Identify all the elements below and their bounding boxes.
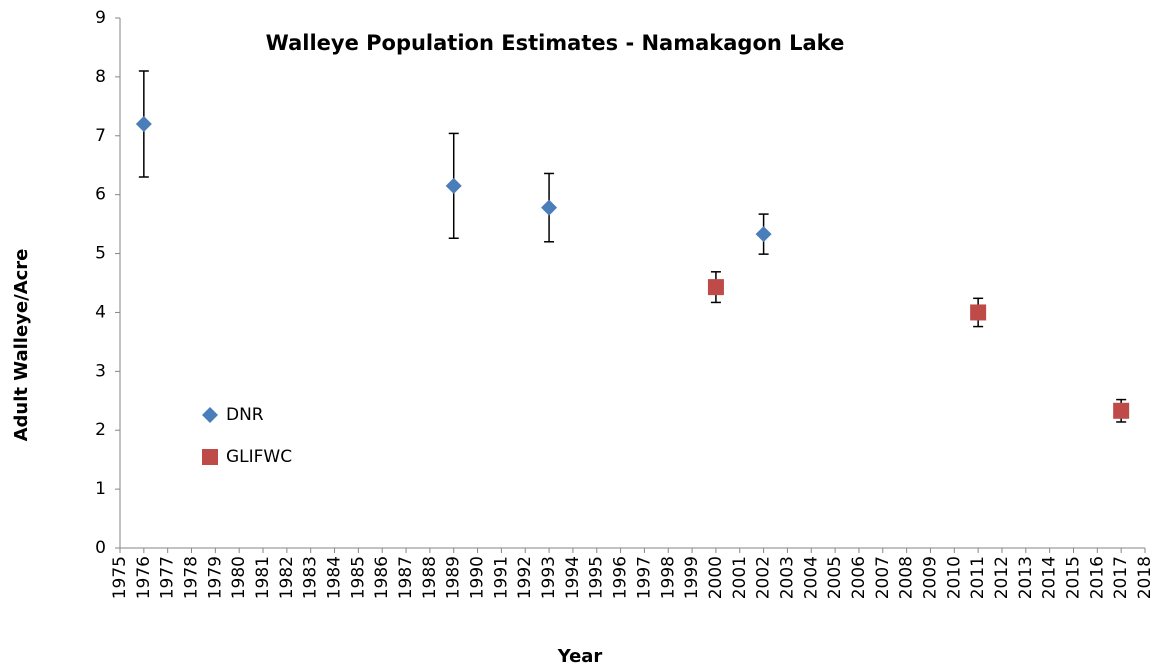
x-tick-label: 1989 — [444, 556, 464, 599]
y-tick-label: 7 — [95, 126, 106, 146]
y-tick-label: 6 — [95, 185, 106, 205]
x-axis-title: Year — [557, 646, 603, 667]
x-tick-label: 1986 — [372, 556, 392, 599]
x-tick-label: 1997 — [634, 556, 654, 599]
x-tick-label: 1985 — [348, 556, 368, 599]
x-tick-label: 2007 — [873, 556, 893, 599]
x-tick-label: 2004 — [801, 556, 821, 599]
y-tick-label: 9 — [95, 8, 106, 28]
point — [755, 226, 772, 243]
x-tick-label: 2008 — [897, 556, 917, 599]
x-tick-label: 1988 — [420, 556, 440, 599]
point — [135, 116, 152, 132]
chart-title: Walleye Population Estimates - Namakagon… — [266, 31, 845, 55]
x-tick-label: 2000 — [706, 556, 726, 599]
point — [707, 279, 724, 296]
x-tick-label: 2013 — [1016, 556, 1036, 599]
legend-marker — [202, 407, 218, 423]
x-tick-label: 1976 — [134, 556, 154, 599]
x-tick-label: 1994 — [563, 556, 583, 599]
y-tick-label: 8 — [95, 67, 106, 87]
x-tick-label: 1992 — [515, 556, 535, 599]
x-tick-label: 1987 — [396, 556, 416, 599]
y-tick-label: 2 — [95, 420, 106, 440]
point — [970, 304, 987, 321]
x-tick-label: 1999 — [682, 556, 702, 599]
x-tick-label: 2012 — [992, 556, 1012, 599]
y-tick-label: 4 — [95, 302, 106, 322]
x-tick-label: 1984 — [325, 556, 345, 599]
x-tick-label: 1990 — [468, 556, 488, 599]
point — [1113, 402, 1130, 419]
x-tick-label: 1993 — [539, 556, 559, 599]
x-tick-label: 2016 — [1087, 556, 1107, 599]
x-tick-label: 1983 — [301, 556, 321, 599]
x-tick-label: 1980 — [229, 556, 249, 599]
x-tick-label: 2003 — [777, 556, 797, 599]
x-tick-label: 2005 — [825, 556, 845, 599]
x-tick-label: 2009 — [920, 556, 940, 599]
point — [445, 177, 462, 194]
x-tick-label: 1982 — [277, 556, 297, 599]
y-tick-label: 5 — [95, 244, 106, 264]
x-tick-label: 2015 — [1063, 556, 1083, 599]
x-tick-label: 2014 — [1040, 556, 1060, 599]
legend-label: DNR — [226, 405, 264, 425]
y-tick-label: 0 — [95, 538, 106, 558]
x-tick-label: 1995 — [587, 556, 607, 599]
x-tick-label: 1977 — [158, 556, 178, 599]
x-tick-label: 2017 — [1111, 556, 1131, 599]
x-tick-label: 1978 — [182, 556, 202, 599]
x-tick-label: 1998 — [658, 556, 678, 599]
x-tick-label: 2018 — [1135, 556, 1155, 599]
point — [541, 199, 558, 216]
x-tick-label: 2010 — [944, 556, 964, 599]
x-tick-label: 2011 — [968, 556, 988, 599]
x-tick-label: 1975 — [110, 556, 130, 599]
y-tick-label: 3 — [95, 361, 106, 381]
x-tick-label: 1991 — [491, 556, 511, 599]
legend-label: GLIFWC — [226, 447, 292, 467]
x-tick-label: 2001 — [730, 556, 750, 599]
x-tick-label: 2006 — [849, 556, 869, 599]
legend-marker — [202, 449, 218, 465]
y-tick-label: 1 — [95, 479, 106, 499]
y-axis-title: Adult Walleye/Acre — [11, 249, 32, 442]
x-tick-label: 1996 — [611, 556, 631, 599]
x-tick-label: 2002 — [754, 556, 774, 599]
x-tick-label: 1981 — [253, 556, 273, 599]
x-tick-label: 1979 — [205, 556, 225, 599]
